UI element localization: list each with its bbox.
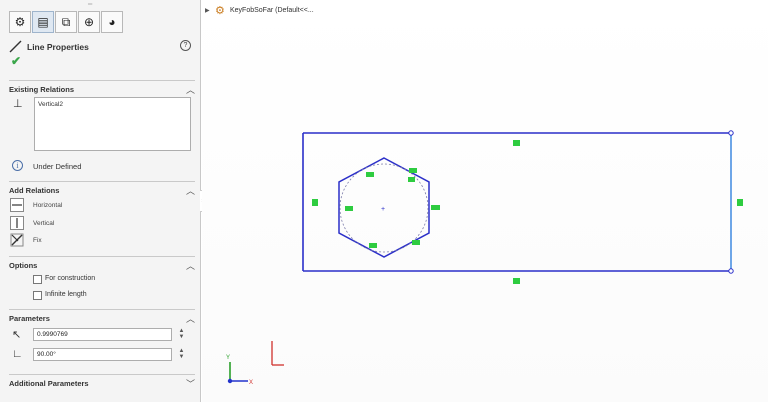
help-icon[interactable]: ? bbox=[180, 40, 191, 51]
section-label: Parameters bbox=[9, 314, 50, 323]
angle-parameter-row: ∟ ▲▼ bbox=[12, 348, 190, 362]
vertical-relation-badge[interactable] bbox=[737, 199, 743, 206]
length-spinner[interactable]: ▲ ▼ bbox=[178, 328, 185, 340]
part-icon: ⚙ bbox=[215, 5, 225, 17]
chevron-up-icon[interactable]: ︿ bbox=[185, 186, 195, 196]
list-item[interactable]: Vertical2 bbox=[38, 101, 63, 108]
add-relations-header[interactable]: Add Relations ︿ bbox=[9, 181, 195, 196]
display-manager-tab[interactable]: ◕ bbox=[101, 11, 123, 33]
equal-relation-badge[interactable] bbox=[409, 168, 417, 173]
property-manager-tab[interactable]: ▤ bbox=[32, 11, 54, 33]
relation-label: Fix bbox=[33, 237, 42, 244]
configuration-manager-tab[interactable]: ⧉ bbox=[55, 11, 77, 33]
existing-relations-header[interactable]: Existing Relations ︿ bbox=[9, 80, 195, 95]
coordinate-triad-icon: Y X bbox=[226, 355, 253, 386]
relation-label: Vertical bbox=[33, 220, 55, 227]
info-icon: i bbox=[12, 160, 23, 171]
angle-icon: ∟ bbox=[12, 348, 23, 360]
horizontal-relation-badge[interactable] bbox=[513, 278, 520, 284]
section-label: Add Relations bbox=[9, 186, 60, 195]
relation-label: Horizontal bbox=[33, 202, 63, 209]
page-title: Line Properties bbox=[27, 42, 89, 52]
horizontal-relation-button[interactable]: Horizontal bbox=[10, 198, 130, 214]
length-parameter-row: ↖ ▲▼ bbox=[12, 328, 190, 342]
hexagon-center-mark[interactable]: + bbox=[381, 206, 385, 213]
length-icon: ↖ bbox=[12, 329, 22, 341]
parameters-header[interactable]: Parameters ︿ bbox=[9, 309, 195, 324]
property-manager-panel: ═ ⚙ ▤ ⧉ ⊕ ◕ Line Properties ? ✔ Existing… bbox=[0, 0, 201, 402]
equal-relation-badge[interactable] bbox=[431, 205, 440, 210]
line-icon bbox=[9, 40, 22, 53]
construction-circle[interactable] bbox=[339, 163, 429, 253]
pm-header: Line Properties ? bbox=[9, 40, 195, 54]
options-header[interactable]: Options ︿ bbox=[9, 256, 195, 271]
angle-spinner[interactable]: ▲ ▼ bbox=[178, 348, 185, 360]
tree-expand-arrow-icon[interactable]: ▶ bbox=[205, 8, 210, 14]
equal-relation-badge[interactable] bbox=[366, 172, 374, 177]
fix-relation-button[interactable]: Fix bbox=[10, 233, 130, 249]
fix-relation-icon bbox=[10, 233, 24, 247]
chevron-down-icon[interactable]: ﹀ bbox=[185, 379, 195, 389]
vertical-relation-button[interactable]: Vertical bbox=[10, 216, 130, 232]
checkbox-label: Infinite length bbox=[45, 291, 87, 298]
hexagon-sketch[interactable] bbox=[338, 157, 430, 258]
horizontal-relation-badge[interactable] bbox=[513, 140, 520, 146]
ok-checkmark-button[interactable]: ✔ bbox=[11, 54, 22, 68]
dimxpert-tab[interactable]: ⊕ bbox=[78, 11, 100, 33]
vertical-relation-icon bbox=[10, 216, 24, 230]
graphics-area[interactable] bbox=[202, 0, 768, 402]
chevron-up-icon[interactable]: ︿ bbox=[185, 314, 195, 324]
feature-tree-root[interactable]: KeyFobSoFar (Default<<... bbox=[230, 7, 314, 14]
equal-relation-badge[interactable] bbox=[345, 206, 353, 211]
equal-relation-badge[interactable] bbox=[369, 243, 377, 248]
panel-grip-icon[interactable]: ═ bbox=[88, 2, 93, 8]
section-label: Additional Parameters bbox=[9, 379, 89, 388]
feature-manager-tab[interactable]: ⚙ bbox=[9, 11, 31, 33]
vertical-relation-badge[interactable] bbox=[312, 199, 318, 206]
svg-text:X: X bbox=[249, 380, 253, 386]
checkbox-label: For construction bbox=[45, 275, 96, 282]
checkbox-box[interactable] bbox=[33, 275, 42, 284]
angle-input[interactable] bbox=[33, 348, 172, 361]
equal-relation-badge[interactable] bbox=[412, 240, 420, 245]
chevron-up-icon[interactable]: ︿ bbox=[185, 85, 195, 95]
manager-tab-bar: ⚙ ▤ ⧉ ⊕ ◕ bbox=[9, 11, 124, 33]
existing-relations-list[interactable]: Vertical2 bbox=[34, 97, 191, 151]
horizontal-relation-icon bbox=[10, 198, 24, 212]
perpendicular-relation-icon: ⊥ bbox=[13, 98, 23, 110]
section-label: Existing Relations bbox=[9, 85, 75, 94]
length-input[interactable] bbox=[33, 328, 172, 341]
equal-relation-badge[interactable] bbox=[408, 177, 415, 182]
endpoint-handle[interactable] bbox=[728, 130, 734, 136]
status-text: Under Defined bbox=[33, 162, 82, 171]
chevron-up-icon[interactable]: ︿ bbox=[185, 261, 195, 271]
section-label: Options bbox=[9, 261, 38, 270]
svg-text:Y: Y bbox=[226, 355, 230, 361]
additional-parameters-header[interactable]: Additional Parameters ﹀ bbox=[9, 374, 195, 389]
endpoint-handle[interactable] bbox=[728, 268, 734, 274]
checkbox-box[interactable] bbox=[33, 291, 42, 300]
